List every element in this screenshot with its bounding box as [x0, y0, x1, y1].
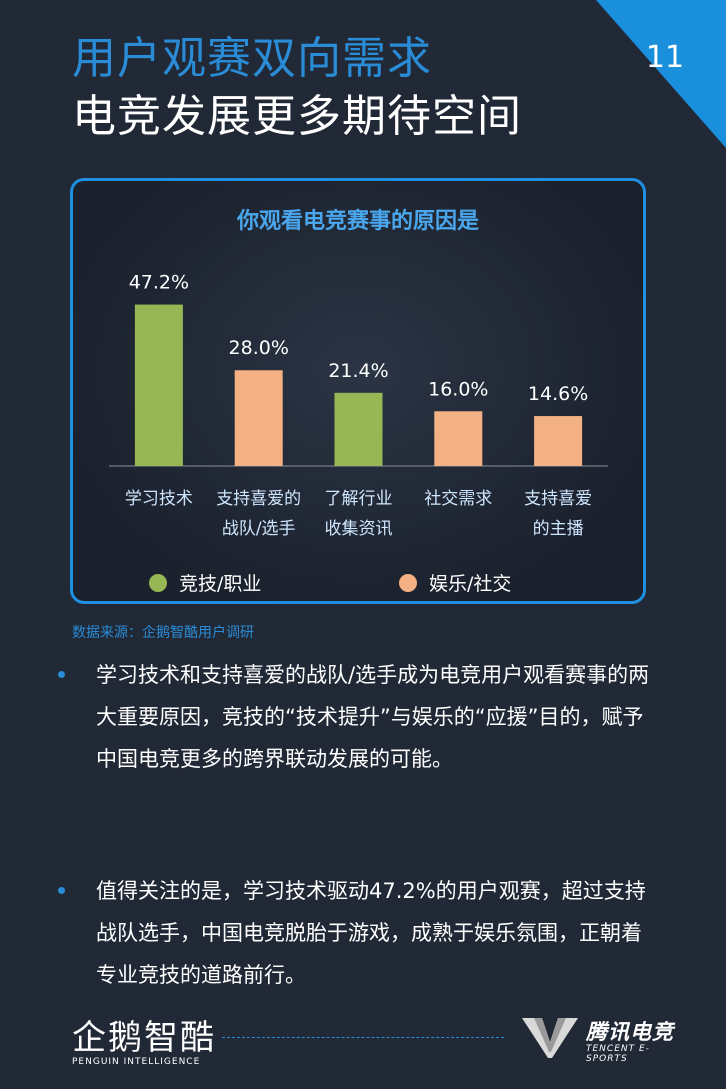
title-line-2: 电竞发展更多期待空间 [72, 91, 522, 142]
category-label-2: 战队/选手 [222, 519, 296, 539]
tencent-esports-emblem-icon [522, 1018, 578, 1058]
legend-label-competitive: 竞技/职业 [179, 573, 262, 595]
legend-swatch-entertainment [399, 573, 417, 592]
category-label-5: 的主播 [533, 519, 584, 539]
corner-triangle [596, 0, 726, 148]
page-number: 11 [645, 40, 685, 75]
title-line-1: 用户观赛双向需求 [72, 33, 432, 84]
bar-value-label-5: 14.6% [528, 383, 588, 405]
bar-3 [334, 392, 383, 466]
category-label-3: 收集资讯 [325, 519, 393, 539]
bar-2 [234, 370, 283, 466]
bullet-dot [58, 671, 65, 678]
category-label-1: 学习技术 [125, 489, 193, 509]
footer-divider [222, 1037, 504, 1038]
bar-5 [534, 416, 583, 466]
tencent-esports-logo: 腾讯电竞 TENCENT E-SPORTS [520, 1012, 690, 1064]
chart-panel: 你观看电竞赛事的原因是 47.2% 学习技术 28.0% 支持喜爱的战队/选手 21.4… [70, 178, 646, 604]
bar-1 [134, 304, 183, 466]
bullet-text-1: 学习技术和支持喜爱的战队/选手成为电竞用户观看赛事的两大重要原因，竞技的“技术提… [96, 663, 650, 771]
penguin-intelligence-logo: 企鹅智酷 PENGUIN INTELLIGENCE [72, 1010, 216, 1067]
category-label-4: 社交需求 [424, 489, 492, 509]
tencent-esports-name: 腾讯电竞 [586, 1020, 674, 1044]
data-source: 数据来源：企鹅智酷用户调研 [72, 625, 254, 641]
bar-value-label-1: 47.2% [129, 272, 189, 294]
chart-title: 你观看电竞赛事的原因是 [236, 209, 479, 234]
bullet-dot [58, 887, 65, 894]
category-label-2: 支持喜爱的 [216, 489, 301, 509]
category-label-3: 了解行业 [325, 489, 393, 509]
legend-entertainment: 娱乐/社交 [399, 569, 511, 596]
legend-label-entertainment: 娱乐/社交 [429, 573, 512, 595]
bar-value-label-2: 28.0% [229, 337, 289, 359]
legend-swatch-competitive [149, 573, 167, 592]
bullet-2: 值得关注的是，学习技术驱动47.2%的用户观赛，超过支持战队选手，中国电竞脱胎于… [58, 870, 658, 996]
category-label-5: 支持喜爱 [524, 489, 592, 509]
bullet-text-2: 值得关注的是，学习技术驱动47.2%的用户观赛，超过支持战队选手，中国电竞脱胎于… [96, 879, 646, 987]
bar-value-label-4: 16.0% [428, 378, 488, 400]
legend-competitive: 竞技/职业 [149, 569, 261, 596]
bar-4 [434, 411, 483, 466]
penguin-logo-text: 企鹅智酷 [72, 1018, 216, 1058]
bullet-1: 学习技术和支持喜爱的战队/选手成为电竞用户观看赛事的两大重要原因，竞技的“技术提… [58, 654, 658, 780]
penguin-logo-sub: PENGUIN INTELLIGENCE [72, 1057, 201, 1067]
bar-value-label-3: 21.4% [328, 360, 388, 382]
tencent-esports-sub: TENCENT E-SPORTS [586, 1044, 650, 1064]
